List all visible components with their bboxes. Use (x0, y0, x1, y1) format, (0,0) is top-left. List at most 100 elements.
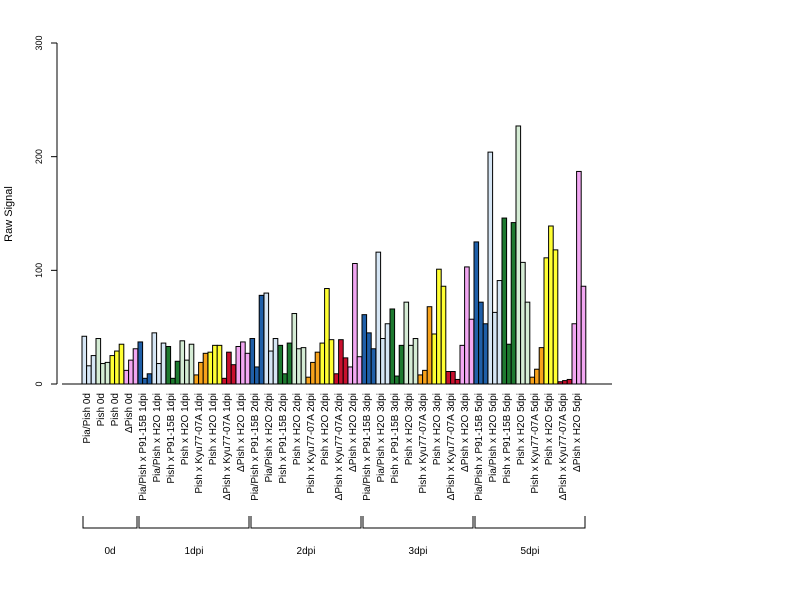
x-tick-label: Pish x P91-15B 2dpi (278, 393, 289, 484)
x-tick-label: Pish x H2O 1dpi (208, 393, 219, 465)
time-group-bracket (82, 516, 138, 529)
bar (300, 347, 307, 385)
bar (473, 241, 480, 385)
bar (142, 377, 148, 385)
bar (277, 344, 284, 385)
bar (146, 373, 153, 385)
bar (389, 308, 396, 385)
bar (104, 361, 111, 385)
bar (193, 374, 200, 385)
bar (216, 344, 223, 385)
bar (132, 348, 139, 385)
y-tick-label: 0 (34, 381, 44, 386)
bar (338, 339, 344, 385)
x-tick-label: Pish x H2O 5dpi (516, 393, 527, 465)
bar (510, 222, 517, 385)
bar (268, 350, 274, 385)
x-tick-label: Pia/Pish x H2O 1dpi (152, 393, 163, 483)
x-tick-label: Pish x H2O 1dpi (180, 393, 191, 465)
bar (114, 350, 120, 385)
x-tick-label: ΔPish x H2O 2dpi (348, 393, 359, 472)
bar (496, 280, 503, 385)
bar (394, 375, 400, 385)
bar (179, 340, 186, 385)
bar (478, 301, 484, 385)
x-tick-label: ΔPish x Kyu77-07A 1dpi (222, 393, 233, 500)
time-group-bracket (138, 516, 250, 529)
bar (81, 335, 88, 385)
x-tick-label: Pia/Pish x P91-15B 5dpi (474, 393, 485, 501)
bar (520, 261, 526, 385)
bar (361, 314, 368, 385)
bar (515, 125, 522, 385)
bar (426, 306, 433, 385)
bar (118, 343, 125, 385)
bar (576, 170, 582, 385)
bar (492, 311, 498, 385)
time-group-brackets: 0d 1dpi 2dpi 3dpi 5dpi (82, 516, 586, 557)
bar (562, 380, 568, 385)
bar (566, 378, 573, 385)
x-tick-label: Pish x Kyu77-07A 2dpi (306, 393, 317, 494)
bar (319, 342, 326, 385)
x-tick-labels: Pia/Pish 0d Pish 0d Pish 0d ΔPish 0d Pia/Pis… (82, 393, 583, 501)
x-tick-label: Pia/Pish x P91-15B 2dpi (250, 393, 261, 501)
bar (431, 333, 438, 385)
time-group-label: 3dpi (409, 546, 428, 557)
x-tick-label: Pia/Pish x H2O 3dpi (376, 393, 387, 483)
bar (412, 338, 419, 385)
bar (207, 351, 214, 385)
bar (571, 323, 578, 385)
bar (543, 257, 550, 385)
bar (454, 378, 461, 385)
bar (184, 359, 190, 385)
bar (440, 285, 447, 385)
bar (221, 377, 228, 385)
bar (342, 357, 349, 385)
bar (123, 369, 130, 385)
bar (524, 301, 531, 385)
x-tick-label: Pia/Pish x P91-15B 1dpi (138, 393, 149, 501)
bar (403, 301, 410, 385)
bar (258, 294, 265, 385)
bar (100, 363, 106, 385)
bar (156, 363, 162, 385)
bar (314, 351, 321, 385)
bar (333, 373, 340, 385)
x-tick-label: ΔPish x H2O 3dpi (460, 393, 471, 472)
bar (198, 361, 204, 385)
bar (282, 373, 288, 385)
x-tick-label: ΔPish 0d (124, 393, 135, 433)
time-group-bracket (250, 516, 362, 529)
bar (370, 348, 377, 385)
bar (487, 151, 494, 385)
bar (174, 360, 181, 385)
time-group-bracket (362, 516, 474, 529)
bar (95, 338, 102, 385)
bar (272, 338, 279, 385)
time-group-bracket (474, 516, 586, 529)
bar (534, 368, 540, 385)
bar (501, 217, 508, 385)
x-tick-label: ΔPish x H2O 5dpi (572, 393, 583, 472)
bar (538, 347, 545, 385)
x-tick-label: Pish x H2O 3dpi (404, 393, 415, 465)
bar (254, 366, 260, 385)
x-tick-label: Pish x H2O 5dpi (544, 393, 555, 465)
x-tick-label: Pish x Kyu77-07A 5dpi (530, 393, 541, 494)
x-tick-label: Pia/Pish x H2O 2dpi (264, 393, 275, 483)
x-tick-label: Pish x P91-15B 1dpi (166, 393, 177, 484)
bar (151, 332, 158, 385)
x-tick-label: Pish x Kyu77-07A 3dpi (418, 393, 429, 494)
bar (436, 268, 442, 385)
y-tick-label: 100 (34, 263, 44, 278)
bar (422, 369, 428, 385)
bar (310, 361, 316, 385)
x-tick-label: Pia/Pish 0d (82, 393, 93, 444)
time-group-label: 5dpi (521, 546, 540, 557)
bar (109, 355, 116, 385)
x-tick-label: Pish 0d (96, 393, 107, 426)
time-group-label: 0d (104, 546, 115, 557)
bar (212, 344, 218, 385)
